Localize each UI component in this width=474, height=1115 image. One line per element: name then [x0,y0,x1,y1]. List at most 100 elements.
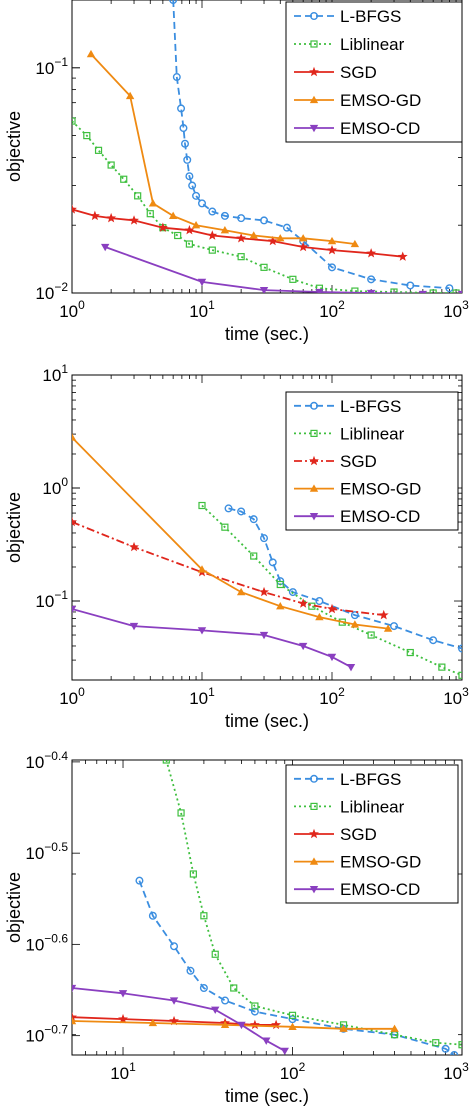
y-tick-label: 10−0.5 [25,840,68,863]
x-tick-label: 102 [319,685,345,708]
data-point-emso-gd [236,587,246,596]
data-point-emso-gd [72,1016,77,1025]
legend: L-BFGS Liblinear SGD EMSO-GD EMSO-CD [285,764,459,904]
legend-marker [309,886,319,894]
data-point-sgd [72,204,77,214]
data-point-liblinear [162,760,170,764]
series-line-l-bfgs [172,0,450,290]
data-point-liblinear [189,870,197,878]
data-point-liblinear [351,287,359,293]
legend-label: SGD [340,825,377,844]
legend-label: Liblinear [340,797,405,816]
data-point-emso-gd [276,234,285,242]
data-point-liblinear [185,240,194,248]
data-point-sgd [298,241,309,252]
data-point-sgd [129,541,139,552]
x-tick-label: 101 [189,685,215,708]
data-point-emso-cd [418,290,428,293]
data-point-emso-cd [366,289,376,293]
data-point-liblinear [230,984,238,992]
data-point-emso-cd [129,622,139,631]
series-line-liblinear [165,760,462,1046]
data-point-liblinear [120,175,128,183]
data-point-sgd [259,586,269,597]
chart-panel-2: 10−1 100 101 100 101 102 103 time (sec.) objecti… [4,362,469,731]
legend-marker [309,455,319,466]
data-point-l-bfgs [237,507,246,516]
data-point-emso-cd [169,997,179,1005]
x-tick-label: 103 [443,685,469,708]
x-tick-label: 103 [443,298,469,321]
y-tick-label: 10−0.6 [25,931,68,954]
data-point-sgd [249,1019,260,1030]
data-point-l-bfgs [183,155,192,164]
data-point-liblinear [406,648,414,657]
legend-label: EMSO-CD [340,507,420,526]
data-point-emso-cd [280,1047,289,1055]
data-point-liblinear [72,117,76,125]
series-line-l-bfgs [138,880,455,1055]
data-point-emso-cd [197,627,207,635]
x-tick-label: 100 [59,685,85,708]
data-point-liblinear [458,1041,462,1049]
legend-marker [309,857,319,865]
legend-label: EMSO-GD [340,480,421,499]
data-point-sgd [106,212,117,223]
data-point-l-bfgs [328,263,337,272]
legend-marker [310,401,319,410]
data-point-l-bfgs [185,172,194,181]
data-point-liblinear [250,552,258,560]
series-layer [72,0,462,293]
data-point-liblinear [94,146,103,154]
data-point-l-bfgs [192,191,201,200]
data-point-liblinear [367,631,375,639]
data-point-emso-gd [220,226,230,234]
data-point-emso-cd [457,290,462,293]
data-point-emso-gd [315,612,324,621]
data-point-liblinear [200,912,208,920]
y-tick-label: 10−1 [35,55,68,78]
data-point-sgd [118,1013,128,1024]
data-point-l-bfgs [220,211,229,220]
chart-panel-1: 10−2 10−1 100 101 102 103 time (sec.) objective… [4,0,469,344]
data-point-emso-cd [259,286,269,293]
data-point-liblinear [288,1011,297,1019]
legend-label: L-BFGS [340,770,401,789]
legend-box [285,764,459,904]
data-point-emso-cd [346,663,356,672]
x-tick-label: 102 [280,1060,306,1083]
data-point-liblinear [237,253,245,261]
plot-frame [71,0,463,294]
legend-marker [310,774,319,783]
data-point-liblinear [276,580,284,589]
legend-marker [309,95,319,104]
data-point-liblinear [429,289,437,293]
series-line-emso-cd [104,246,418,293]
data-point-sgd [298,598,309,608]
x-axis-label: time (sec.) [225,1086,309,1106]
y-tick-label: 10−0.7 [25,1023,68,1046]
legend-label: SGD [340,452,377,471]
data-point-l-bfgs [260,216,269,225]
data-point-sgd [169,1015,179,1026]
data-point-l-bfgs [288,588,297,597]
data-point-sgd [184,225,195,235]
data-point-liblinear [198,501,206,510]
legend-label: EMSO-CD [340,880,420,899]
legend-label: L-BFGS [340,397,401,416]
series-line-sgd [72,521,384,616]
data-point-emso-gd [148,199,158,207]
data-point-l-bfgs [237,214,246,223]
data-point-l-bfgs [406,281,415,290]
data-point-l-bfgs [249,515,258,524]
data-point-emso-cd [237,1021,246,1030]
data-point-l-bfgs [260,534,269,543]
data-point-emso-gd [350,620,360,628]
data-point-emso-gd [276,601,285,610]
data-point-liblinear [438,663,446,671]
series-line-liblinear [201,504,462,677]
data-point-emso-cd [298,642,308,651]
data-point-l-bfgs [177,104,186,113]
data-point-l-bfgs [250,1007,259,1016]
